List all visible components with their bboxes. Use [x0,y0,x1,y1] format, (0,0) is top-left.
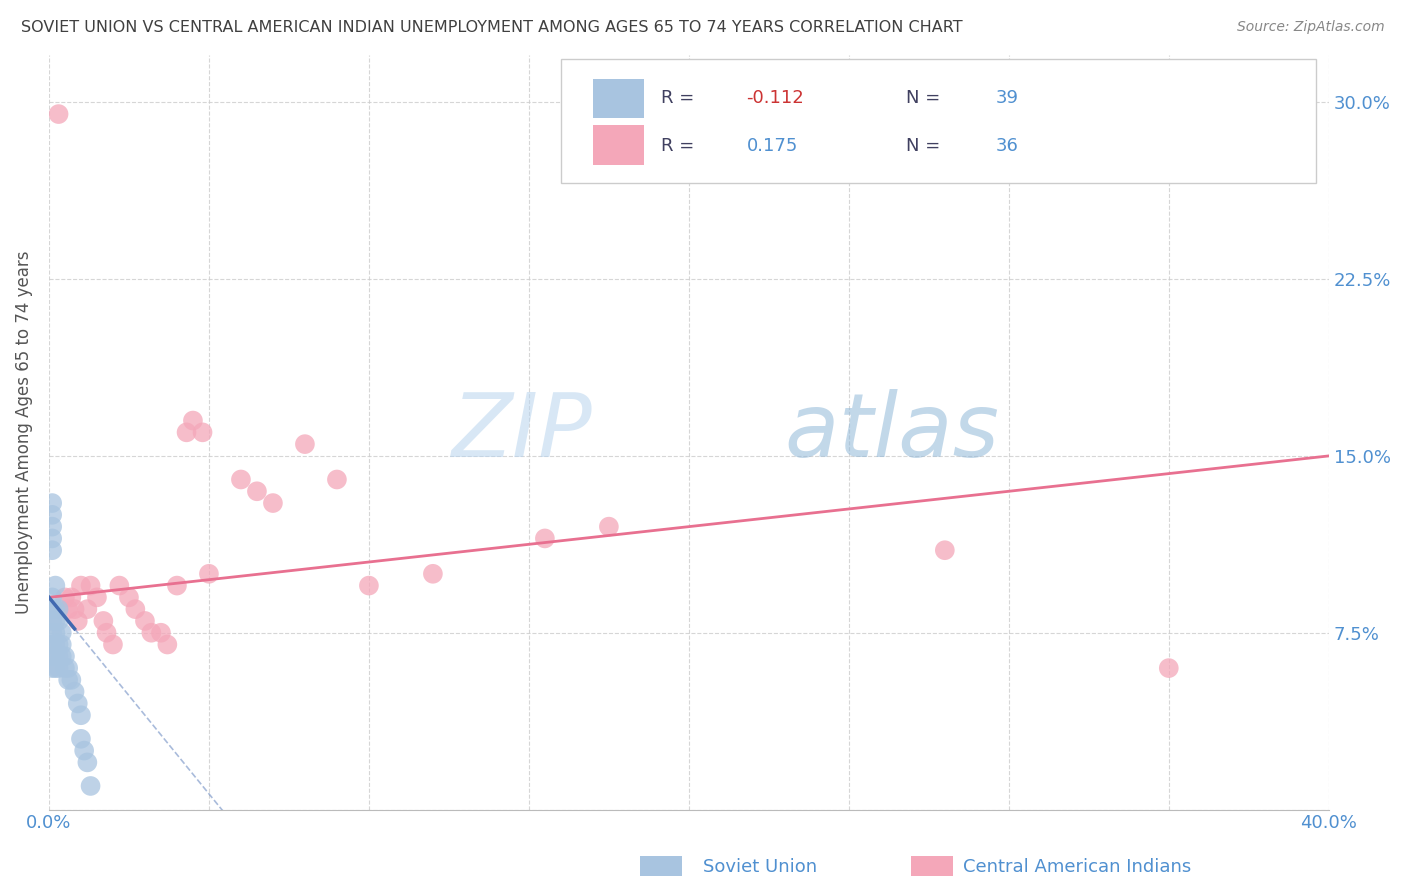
Point [63,602,86,616]
Point [149,625,172,640]
Point [118,591,141,605]
Point [108,578,131,592]
Point [134,614,156,628]
Text: -0.112: -0.112 [747,89,804,107]
Point [166,578,188,592]
Text: atlas: atlas [785,389,1000,475]
Point [41,519,63,533]
Point [48,649,70,664]
Point [60,673,83,687]
Point [79,578,101,592]
Point [101,638,124,652]
Point [294,437,316,451]
Point [79,779,101,793]
Point [41,496,63,510]
Point [70,731,93,746]
Text: R =: R = [661,89,700,107]
Point [60,591,83,605]
Point [51,649,73,664]
Point [41,638,63,652]
Point [262,496,284,510]
Point [86,591,108,605]
Point [534,532,557,546]
Point [598,519,620,533]
Point [229,473,252,487]
Point [66,614,89,628]
Point [66,697,89,711]
FancyBboxPatch shape [561,59,1316,184]
Text: Central American Indians: Central American Indians [963,858,1191,876]
Point [141,625,163,640]
FancyBboxPatch shape [593,125,644,164]
Point [176,425,198,440]
Text: ZIP: ZIP [453,389,593,475]
Point [326,473,349,487]
Point [41,543,63,558]
Point [76,602,98,616]
Point [422,566,444,581]
Text: 0.175: 0.175 [747,136,797,154]
Point [198,566,221,581]
Point [53,649,76,664]
Point [41,532,63,546]
Text: N =: N = [907,89,946,107]
Point [44,602,66,616]
Point [48,602,70,616]
Point [73,743,96,757]
Point [51,638,73,652]
Point [48,638,70,652]
Point [48,107,70,121]
Point [56,673,79,687]
Point [124,602,146,616]
Point [181,413,204,427]
Point [41,625,63,640]
Point [48,661,70,675]
Text: Soviet Union: Soviet Union [703,858,817,876]
Text: Source: ZipAtlas.com: Source: ZipAtlas.com [1237,20,1385,34]
Point [156,638,179,652]
Text: 39: 39 [995,89,1019,107]
Point [41,614,63,628]
Point [44,578,66,592]
Point [70,578,93,592]
Point [44,638,66,652]
Point [96,625,118,640]
Text: 36: 36 [995,136,1019,154]
Text: R =: R = [661,136,700,154]
Point [41,591,63,605]
Point [48,614,70,628]
Point [41,649,63,664]
Point [44,625,66,640]
Point [41,661,63,675]
Point [51,625,73,640]
Point [44,661,66,675]
Point [41,508,63,522]
Point [56,661,79,675]
Text: N =: N = [907,136,946,154]
Point [246,484,269,499]
Point [934,543,956,558]
Point [44,649,66,664]
Point [70,708,93,723]
Point [93,614,115,628]
Point [357,578,380,592]
Point [53,661,76,675]
Text: SOVIET UNION VS CENTRAL AMERICAN INDIAN UNEMPLOYMENT AMONG AGES 65 TO 74 YEARS C: SOVIET UNION VS CENTRAL AMERICAN INDIAN … [21,20,963,35]
Y-axis label: Unemployment Among Ages 65 to 74 years: Unemployment Among Ages 65 to 74 years [15,251,32,614]
Point [44,614,66,628]
Point [1157,661,1180,675]
Point [53,591,76,605]
Point [76,756,98,770]
Point [63,684,86,698]
Point [191,425,214,440]
Point [56,602,79,616]
FancyBboxPatch shape [593,78,644,118]
Point [41,602,63,616]
